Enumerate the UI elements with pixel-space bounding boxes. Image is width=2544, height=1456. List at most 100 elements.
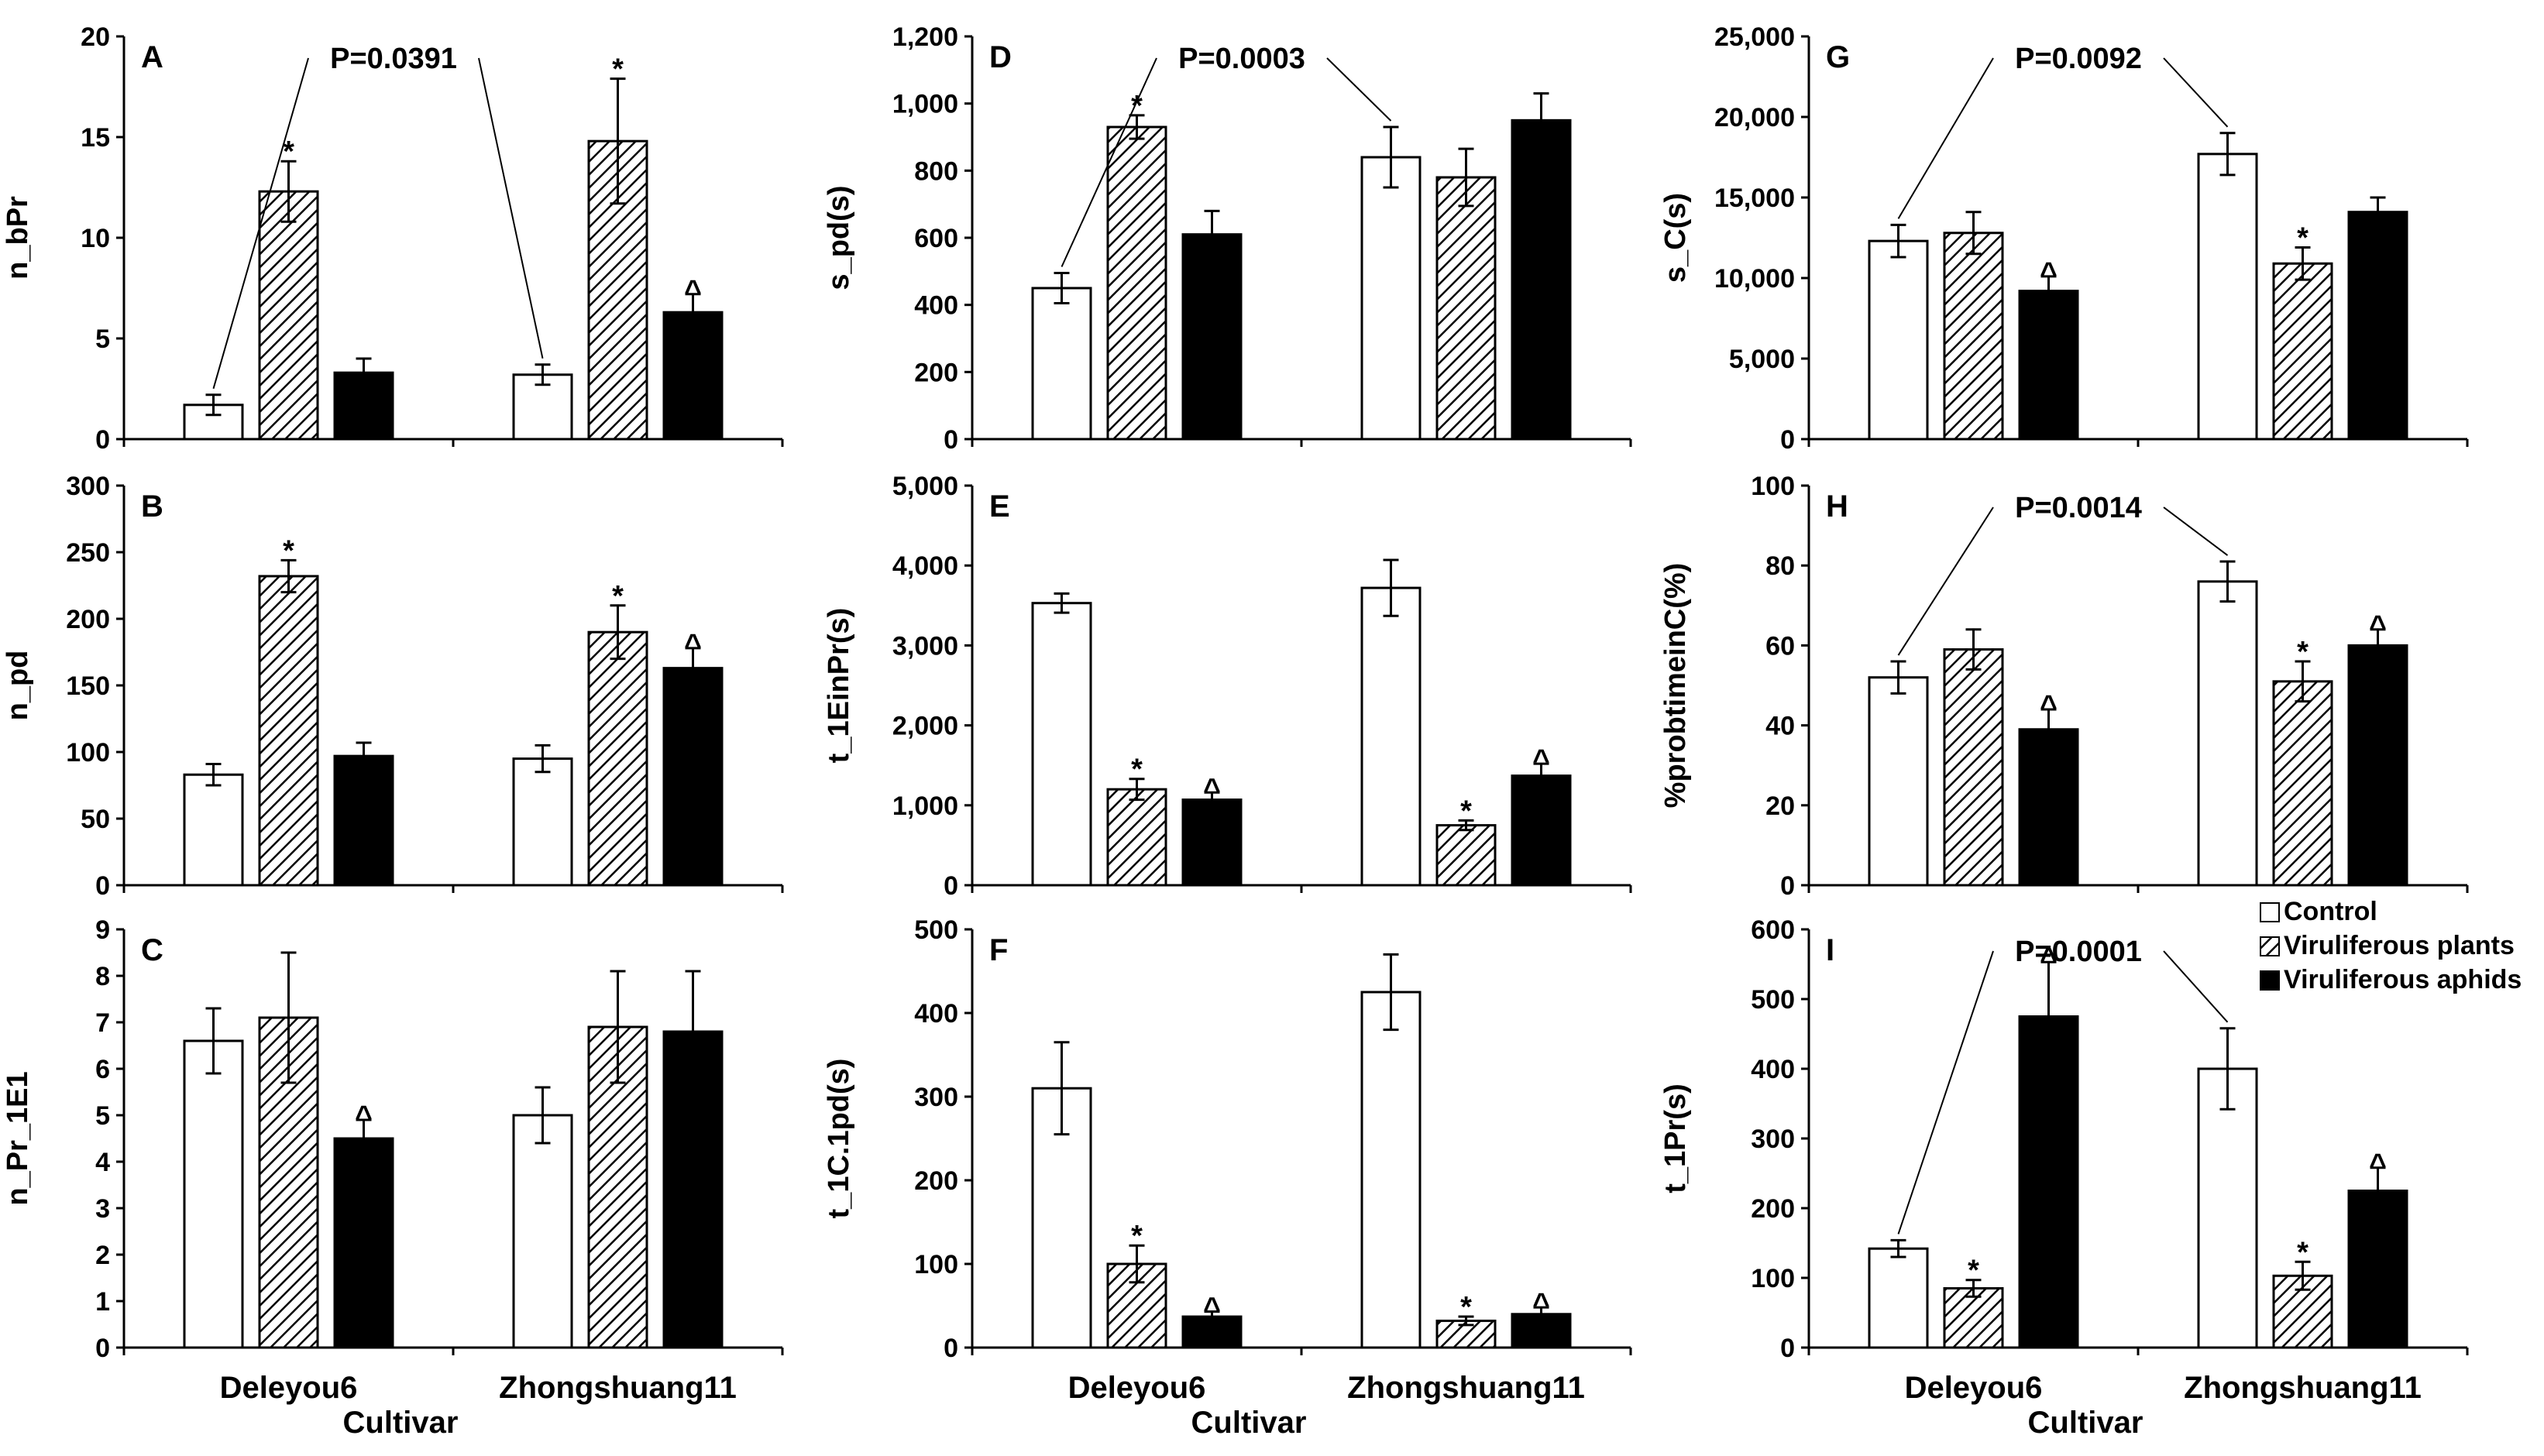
y-tick-label: 3 (95, 1194, 110, 1224)
bar-control (1360, 156, 1422, 441)
y-tick-label: 50 (81, 805, 110, 834)
bar-control (2197, 153, 2258, 441)
p-value-connector (2163, 950, 2229, 1023)
y-tick-label: 4,000 (892, 551, 958, 581)
legend-swatch-hatched (2260, 936, 2280, 956)
y-tick-label: 0 (944, 1334, 958, 1363)
p-value-connector (1326, 57, 1392, 122)
y-tick-label: 15,000 (1714, 184, 1795, 213)
y-tick-label: 150 (66, 671, 110, 701)
y-axis-label: t_1Pr(s) (1659, 1083, 1692, 1193)
y-tick-label: 200 (914, 358, 958, 387)
y-tick-label: 300 (1751, 1125, 1795, 1154)
y-tick-label: 2,000 (892, 712, 958, 741)
significance-asterisk: * (283, 136, 294, 168)
y-tick-label: 0 (944, 871, 958, 901)
bar-viruliferous-aphids (2347, 644, 2408, 887)
p-value-label: P=0.0014 (2015, 492, 2142, 524)
legend-item-label: Viruliferous plants (2284, 931, 2515, 960)
y-tick-label: 0 (95, 871, 110, 901)
panel-letter: B (141, 489, 163, 524)
p-value-label: P=0.0092 (2015, 43, 2142, 75)
significance-caret: ^ (684, 629, 701, 661)
panel-letter: F (989, 933, 1008, 967)
y-tick-label: 500 (914, 915, 958, 945)
significance-caret: ^ (2369, 1149, 2386, 1181)
significance-caret: ^ (2040, 943, 2057, 975)
y-tick-label: 5 (95, 1101, 110, 1131)
significance-asterisk: * (1460, 1291, 1472, 1324)
significance-asterisk: * (283, 534, 294, 567)
y-tick-label: 1,000 (892, 792, 958, 821)
y-tick-label: 600 (914, 224, 958, 253)
y-tick-label: 0 (95, 425, 110, 455)
bar-viruliferous-aphids (662, 311, 724, 441)
bar-viruliferous-plants (258, 190, 319, 441)
y-tick-label: 20 (81, 22, 110, 52)
y-tick-label: 300 (914, 1083, 958, 1112)
bar-viruliferous-aphids (1511, 774, 1572, 887)
y-tick-label: 400 (914, 291, 958, 321)
y-tick-label: 1 (95, 1287, 110, 1317)
y-tick-label: 10 (81, 224, 110, 253)
y-tick-label: 20,000 (1714, 103, 1795, 132)
bar-viruliferous-aphids (1511, 118, 1572, 441)
bar-viruliferous-plants (2272, 680, 2333, 887)
bar-control (2197, 580, 2258, 887)
y-tick-label: 6 (95, 1055, 110, 1084)
y-tick-label: 200 (914, 1166, 958, 1196)
bar-viruliferous-plants (1943, 232, 2004, 441)
panel-letter: G (1826, 40, 1850, 74)
bar-control (1868, 1247, 1929, 1349)
bar-control (1868, 676, 1929, 887)
bar-viruliferous-aphids (2018, 728, 2079, 887)
bar-viruliferous-aphids (333, 754, 394, 887)
panel-C: 0 1 2 3 4 5 6 7 8 9 n_Pr_1E1 C ^ (2, 915, 784, 1363)
legend-item-label: Viruliferous aphids (2284, 965, 2522, 994)
y-tick-label: 500 (1751, 985, 1795, 1015)
bar-control (1360, 586, 1422, 887)
p-value-connector (1897, 507, 1994, 656)
p-value-connector (478, 57, 544, 359)
y-axis-label: %probtimeinC(%) (1659, 563, 1692, 809)
bar-viruliferous-aphids (2347, 211, 2408, 441)
bar-viruliferous-plants (1435, 824, 1497, 887)
panel-E: 0 1,000 2,000 3,000 4,000 5,000 t_1EinPr(s) E * ^… (823, 472, 1632, 901)
y-tick-label: 4 (95, 1148, 110, 1177)
p-value-connector (1897, 57, 1994, 219)
y-tick-label: 600 (1751, 915, 1795, 945)
x-axis-title: Cultivar (343, 1406, 459, 1440)
bar-control (512, 757, 573, 887)
p-value-connector (212, 57, 309, 390)
y-tick-label: 100 (1751, 472, 1795, 501)
y-tick-label: 100 (1751, 1264, 1795, 1293)
y-tick-label: 5 (95, 325, 110, 354)
y-tick-label: 200 (66, 605, 110, 634)
bar-control (1868, 239, 1929, 441)
y-tick-label: 250 (66, 538, 110, 568)
significance-asterisk: * (2297, 1236, 2309, 1269)
bar-control (183, 773, 244, 887)
y-axis-label: n_Pr_1E1 (2, 1071, 34, 1205)
y-tick-label: 400 (1751, 1055, 1795, 1084)
y-tick-label: 300 (66, 472, 110, 501)
bar-viruliferous-plants (587, 630, 648, 887)
p-value-connector (2163, 57, 2229, 128)
y-tick-label: 40 (1765, 712, 1795, 741)
y-tick-label: 0 (944, 425, 958, 455)
p-value-label: P=0.0003 (1178, 43, 1305, 75)
y-tick-label: 10,000 (1714, 264, 1795, 294)
y-axis-label: s_pd(s) (823, 185, 855, 290)
y-tick-label: 15 (81, 123, 110, 153)
significance-asterisk: * (2297, 636, 2309, 668)
bar-control (1360, 991, 1422, 1349)
panel-A: 0 5 10 15 20 n_bPr A * * ^ P=0.0391 (2, 22, 784, 455)
significance-caret: ^ (684, 275, 701, 307)
significance-caret: ^ (1532, 744, 1549, 777)
y-axis-label: n_pd (2, 651, 34, 721)
y-tick-label: 5,000 (1729, 345, 1795, 374)
panel-letter: I (1826, 933, 1834, 967)
y-tick-label: 25,000 (1714, 22, 1795, 52)
